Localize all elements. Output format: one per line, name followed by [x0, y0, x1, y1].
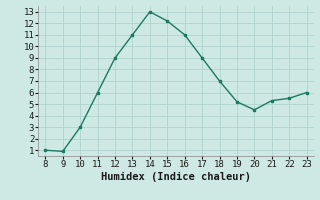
X-axis label: Humidex (Indice chaleur): Humidex (Indice chaleur) [101, 172, 251, 182]
